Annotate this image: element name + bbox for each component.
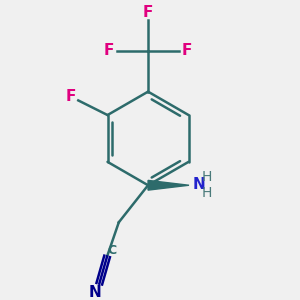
Text: N: N xyxy=(193,177,206,192)
Polygon shape xyxy=(148,180,189,190)
Text: N: N xyxy=(89,285,102,300)
Text: H: H xyxy=(201,170,212,184)
Text: F: F xyxy=(65,89,76,104)
Text: H: H xyxy=(201,186,212,200)
Text: C: C xyxy=(107,244,116,257)
Text: F: F xyxy=(143,5,153,20)
Text: F: F xyxy=(104,43,114,58)
Text: F: F xyxy=(182,43,192,58)
